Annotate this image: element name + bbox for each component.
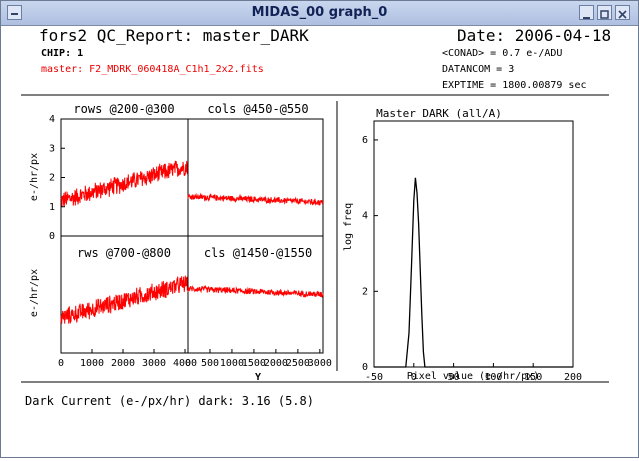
y-axis-label: log freq xyxy=(343,203,354,251)
chart-title: Master DARK (all/A) xyxy=(376,107,502,120)
y-tick-label: 4 xyxy=(49,114,55,125)
y-tick-label: 1 xyxy=(49,202,55,213)
y-tick-label: 2 xyxy=(362,286,368,297)
y-tick-label: 6 xyxy=(362,135,368,146)
minimize-icon[interactable] xyxy=(579,5,594,20)
title-bar[interactable]: MIDAS_00 graph_0 xyxy=(1,1,638,26)
menu-icon[interactable] xyxy=(7,5,22,20)
chart-title: cols @450-@550 xyxy=(207,102,308,116)
chip-label: CHIP: 1 xyxy=(41,48,83,59)
data-series-line xyxy=(187,192,324,207)
x-tick-label: 3000 xyxy=(308,358,332,369)
data-series-line xyxy=(60,160,189,208)
chart-cols-450-550: cols @450-@550 xyxy=(187,102,324,237)
chart-rows-200-300: rows @200-@300 e-/hr/px 0 1 2 3 4 xyxy=(29,102,189,242)
x-tick-label: 500 xyxy=(201,358,219,369)
x-tick-label: 2000 xyxy=(264,358,288,369)
x-tick-label: 150 xyxy=(524,372,542,383)
x-tick-label: 50 xyxy=(448,372,460,383)
x-tick-label: 1000 xyxy=(80,358,104,369)
chart-title: rws @700-@800 xyxy=(77,246,171,260)
y-tick-label: 4 xyxy=(362,211,368,222)
x-tick-label: 1500 xyxy=(242,358,266,369)
dark-current-label: Dark Current (e-/px/hr) dark: 3.16 (5.8) xyxy=(25,394,314,408)
plot-frame xyxy=(187,118,324,237)
report-date: Date: 2006-04-18 xyxy=(457,26,611,45)
datancom-label: DATANCOM = 3 xyxy=(442,64,514,75)
chart-rws-700-800: rws @700-@800 e-/hr/px 0 1000 2000 3000 4000 xyxy=(29,235,197,369)
data-series-line xyxy=(60,273,189,324)
report-title: fors2 QC_Report: master_DARK xyxy=(39,26,309,45)
conad-label: <CONAD> = 0.7 e-/ADU xyxy=(442,48,562,59)
x-tick-label: 200 xyxy=(564,372,582,383)
master-file-label: master: F2_MDRK_060418A_C1h1_2x2.fits xyxy=(41,64,264,75)
x-tick-label: 0 xyxy=(185,358,191,369)
chart-title: cls @1450-@1550 xyxy=(204,246,312,260)
x-tick-label: 3000 xyxy=(142,358,166,369)
exptime-label: EXPTIME = 1800.00879 sec xyxy=(442,80,587,91)
maximize-icon[interactable] xyxy=(597,5,612,20)
chart-cls-1450-1550: cls @1450-@1550 Y 0 500 100015002000250030… xyxy=(185,235,332,383)
x-axis-label: Pixel value (e-/hr/px) xyxy=(407,371,539,382)
x-axis-label: Y xyxy=(255,372,261,383)
x-tick-label: 4000 xyxy=(173,358,197,369)
x-tick-label: -50 xyxy=(365,372,383,383)
y-tick-label: 3 xyxy=(49,143,55,154)
x-tick-label: 0 xyxy=(411,372,417,383)
y-axis-label: e-/hr/px xyxy=(29,269,40,317)
y-tick-label: 2 xyxy=(49,173,55,184)
window-title: MIDAS_00 graph_0 xyxy=(251,5,388,20)
x-tick-label: 100 xyxy=(484,372,502,383)
x-tick-label: 2000 xyxy=(111,358,135,369)
y-tick-label: 0 xyxy=(49,231,55,242)
x-tick-label: 1000 xyxy=(220,358,244,369)
x-tick-label: 0 xyxy=(58,358,64,369)
close-icon[interactable] xyxy=(615,5,630,20)
graph-canvas: fors2 QC_Report: master_DARK Date: 2006-… xyxy=(1,26,638,457)
y-tick-label: 0 xyxy=(362,362,368,373)
chart-master-dark-histogram: Master DARK (all/A) log freq Pixel value… xyxy=(343,107,582,383)
y-axis-label: e-/hr/px xyxy=(29,153,40,201)
data-series-line xyxy=(187,284,324,298)
histogram-line xyxy=(374,177,573,368)
plot-frame xyxy=(373,120,574,368)
chart-title: rows @200-@300 xyxy=(73,102,174,116)
x-tick-label: 2500 xyxy=(286,358,310,369)
